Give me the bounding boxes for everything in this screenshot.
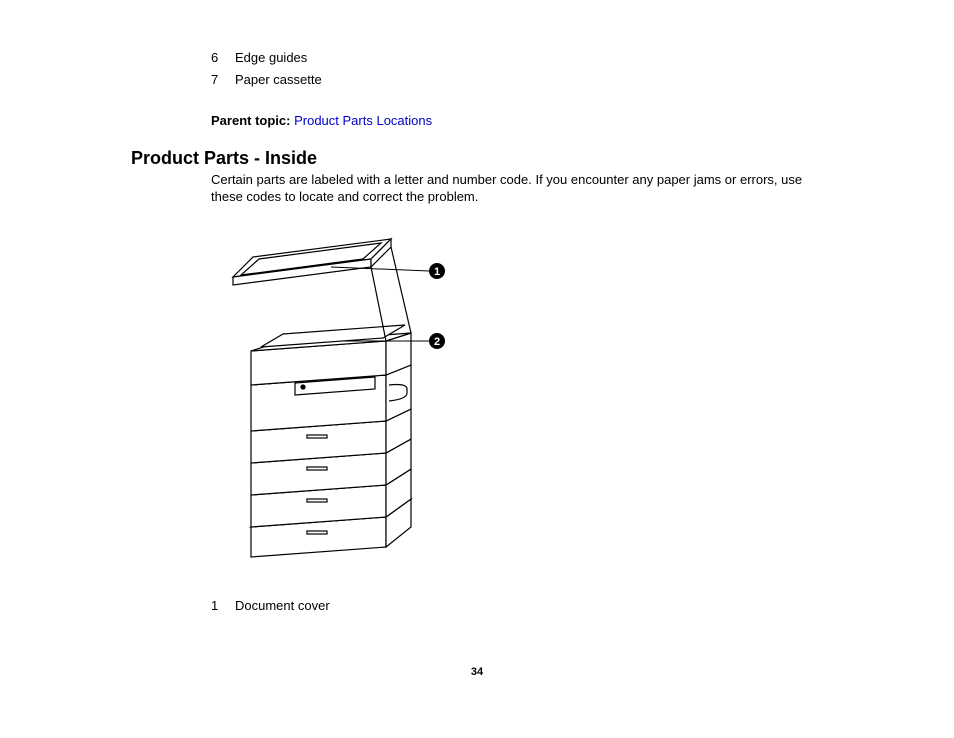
- callout-1: 1: [434, 266, 440, 278]
- page-number: 34: [0, 666, 954, 678]
- parts-list-row: 7 Paper cassette: [211, 72, 322, 87]
- section-heading: Product Parts - Inside: [131, 148, 317, 169]
- parts-list-row: 1 Document cover: [211, 598, 330, 613]
- list-number: 1: [211, 598, 235, 613]
- body-paragraph: Certain parts are labeled with a letter …: [211, 172, 831, 206]
- parts-list-row: 6 Edge guides: [211, 50, 307, 65]
- list-label: Document cover: [235, 598, 330, 613]
- parent-topic: Parent topic: Product Parts Locations: [211, 113, 432, 128]
- list-number: 6: [211, 50, 235, 65]
- parent-topic-label: Parent topic:: [211, 113, 290, 128]
- manual-page: 6 Edge guides 7 Paper cassette Parent to…: [0, 0, 954, 738]
- parent-topic-link[interactable]: Product Parts Locations: [294, 113, 432, 128]
- list-number: 7: [211, 72, 235, 87]
- list-label: Edge guides: [235, 50, 307, 65]
- printer-diagram: 1 2: [211, 217, 461, 577]
- list-label: Paper cassette: [235, 72, 322, 87]
- callout-2: 2: [434, 336, 440, 348]
